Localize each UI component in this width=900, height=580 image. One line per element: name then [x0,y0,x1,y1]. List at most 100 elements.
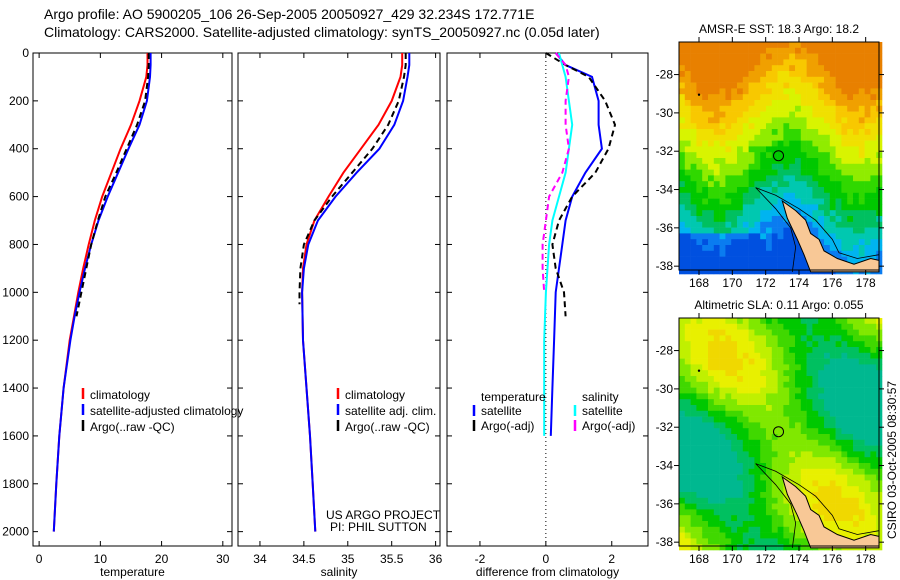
map-cell [870,405,877,412]
map-cell [800,59,807,66]
map-cell [737,521,744,528]
map-cell [713,210,720,217]
map-cell [835,100,842,107]
map-cell [812,187,819,194]
map-cell [812,181,819,188]
map-cell [800,181,807,188]
map-cell [754,515,761,522]
map-cell [754,233,761,240]
map-cell [766,323,773,330]
map-cell [679,123,686,130]
map-cell [853,129,860,136]
map-cell [847,129,854,136]
map-cell [731,111,738,118]
map-cell [771,393,778,400]
map-cell [777,329,784,336]
map-cell [679,335,686,342]
map-cell [870,105,877,112]
map-cell [679,451,686,458]
map-cell [760,65,767,72]
map-cell [719,526,726,533]
map-cell [853,123,860,130]
map-cell [824,341,831,348]
map-cell [684,245,691,252]
map-cell [777,352,784,359]
map-cell [702,163,709,170]
map-cell [858,53,865,60]
x-tick-label: 170 [722,276,742,290]
map-cell [783,526,790,533]
map-cell [818,399,825,406]
map-cell [841,233,848,240]
map-cell [737,323,744,330]
map-cell [725,347,732,354]
map-cell [800,544,807,551]
map-cell [818,227,825,234]
map-cell [690,100,697,107]
map-cell [818,210,825,217]
map-cell [777,216,784,223]
map-cell [835,233,842,240]
map-cell [679,76,686,83]
map-cell [812,387,819,394]
x-tick-label: 0 [543,552,550,566]
map-cell [870,323,877,330]
map-cell [783,111,790,118]
map-cell [771,381,778,388]
map-cell [690,250,697,257]
map-cell [696,47,703,54]
map-cell [800,329,807,336]
map-cell [858,187,865,194]
map-cell [679,434,686,441]
map-cell [841,175,848,182]
map-cell [789,198,796,205]
map-cell [771,262,778,269]
map-cell [835,59,842,66]
map-cell [777,468,784,475]
map-cell [841,256,848,263]
map-cell [800,318,807,325]
map-cell [684,497,691,504]
map-cell [841,347,848,354]
map-cell [731,88,738,95]
map-cell [742,163,749,170]
map-cell [725,358,732,365]
map-cell [713,457,720,464]
map-cell [789,358,796,365]
legend-label: Argo(..raw -QC) [90,420,175,434]
map-cell [824,140,831,147]
map-cell [690,42,697,49]
map-cell [708,486,715,493]
map-cell [713,335,720,342]
map-cell [841,399,848,406]
map-cell [800,393,807,400]
map-cell [690,503,697,510]
map-cell [702,129,709,136]
map-cell [748,163,755,170]
map-cell [754,521,761,528]
map-cell [829,53,836,60]
map-cell [760,221,767,228]
map-cell [684,521,691,528]
map-cell [800,341,807,348]
map-cell [766,341,773,348]
map-cell [870,341,877,348]
map-cell [719,47,726,54]
map-cell [713,82,720,89]
map-cell [835,123,842,130]
map-cell [766,262,773,269]
map-cell [713,532,720,539]
map-cell [818,204,825,211]
map-cell [829,210,836,217]
map-cell [760,480,767,487]
map-cell [835,323,842,330]
map-cell [870,439,877,446]
map-cell [696,376,703,383]
map-cell [719,187,726,194]
map-cell [719,422,726,429]
map-cell [771,82,778,89]
map-cell [824,158,831,165]
map-cell [829,233,836,240]
map-cell [742,181,749,188]
map-cell [702,457,709,464]
